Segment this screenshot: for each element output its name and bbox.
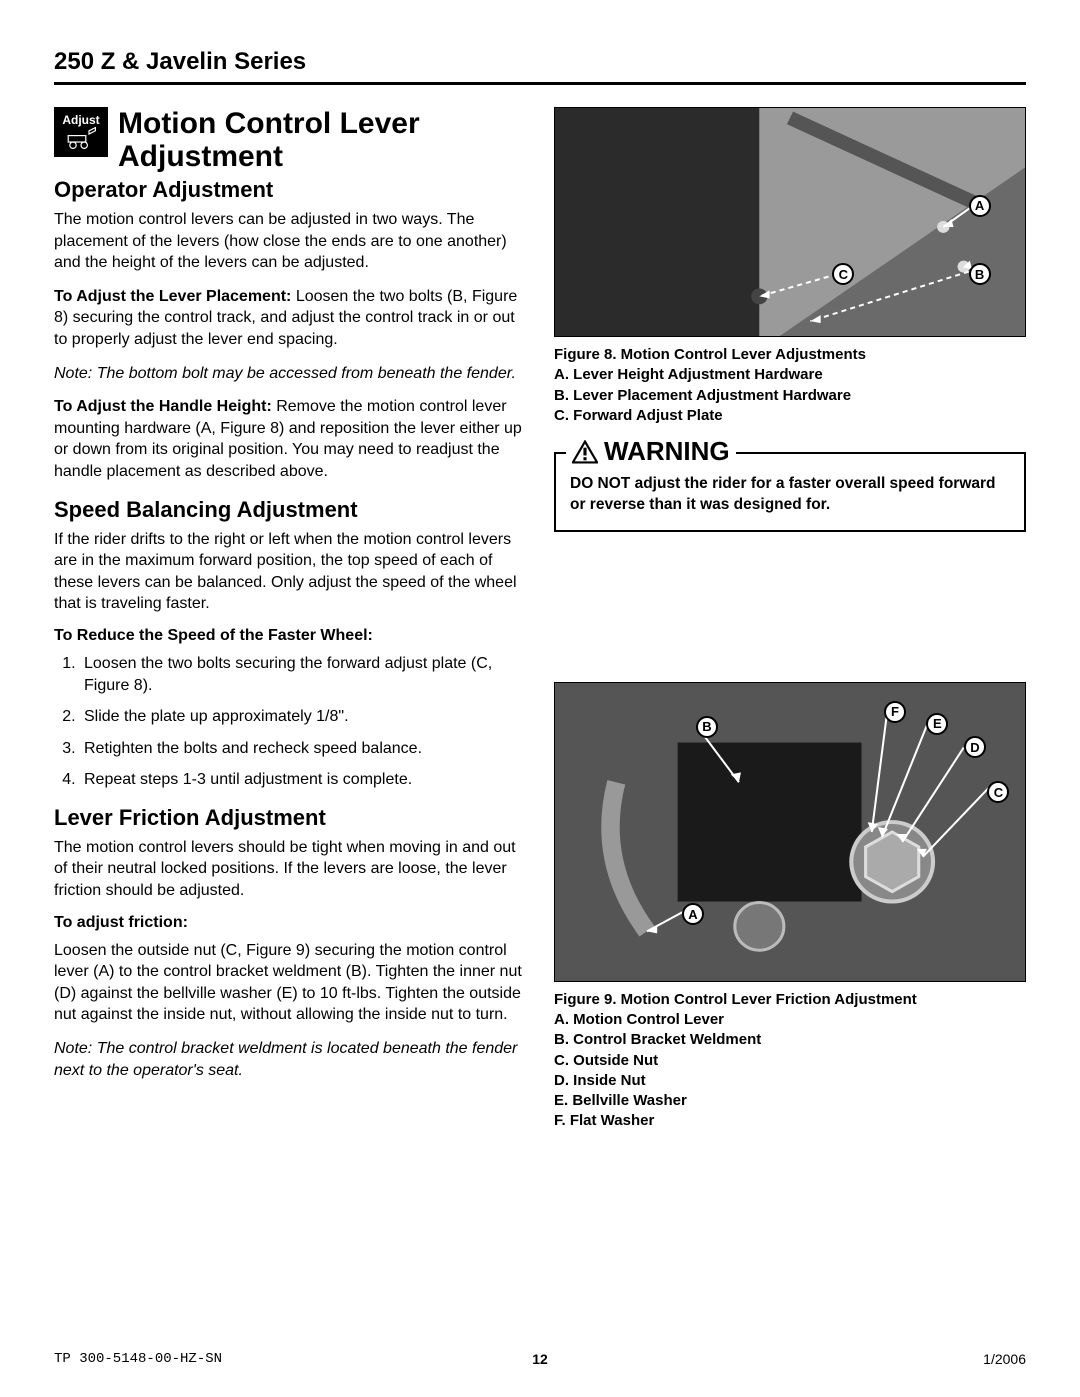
lever-placement-bold: To Adjust the Lever Placement: [54, 288, 291, 305]
figure-9: A B C D E F [554, 682, 1026, 982]
step-3: Retighten the bolts and recheck speed ba… [80, 738, 526, 760]
note-weldment: Note: The control bracket weldment is lo… [54, 1038, 526, 1081]
title-row: Adjust Motion Control Lever Adjustment [54, 107, 526, 173]
left-column: Adjust Motion Control Lever Adjustment O… [54, 107, 526, 1132]
para-friction-intro: The motion control levers should be tigh… [54, 837, 526, 902]
two-column-layout: Adjust Motion Control Lever Adjustment O… [54, 107, 1026, 1132]
figure-8-svg [555, 108, 1025, 336]
adjust-icon-label: Adjust [62, 114, 99, 126]
subheading-operator: Operator Adjustment [54, 177, 526, 203]
fig9-callout-f: F [884, 701, 906, 723]
page-footer: TP 300-5148-00-HZ-SN 12 1/2006 [54, 1351, 1026, 1367]
para-intro: The motion control levers can be adjuste… [54, 209, 526, 274]
fig8-callout-a: A [969, 195, 991, 217]
note-bottom-bolt: Note: The bottom bolt may be accessed fr… [54, 363, 526, 385]
warning-header: WARNING [566, 436, 736, 467]
warning-label: WARNING [604, 436, 730, 467]
step-4: Repeat steps 1-3 until adjustment is com… [80, 769, 526, 791]
fig9-cap-0: Figure 9. Motion Control Lever Friction … [554, 990, 1026, 1010]
fig8-callout-b: B [969, 263, 991, 285]
warning-text: DO NOT adjust the rider for a faster ove… [570, 466, 1010, 516]
footer-doc-id: TP 300-5148-00-HZ-SN [54, 1351, 222, 1367]
figure-9-caption: Figure 9. Motion Control Lever Friction … [554, 990, 1026, 1132]
fig8-cap-1: A. Lever Height Adjustment Hardware [554, 365, 1026, 385]
fig9-cap-4: D. Inside Nut [554, 1071, 1026, 1091]
subheading-speed: Speed Balancing Adjustment [54, 497, 526, 523]
figure-8-caption: Figure 8. Motion Control Lever Adjustmen… [554, 345, 1026, 426]
para-lever-placement: To Adjust the Lever Placement: Loosen th… [54, 286, 526, 351]
fig8-cap-0: Figure 8. Motion Control Lever Adjustmen… [554, 345, 1026, 365]
series-title: 250 Z & Javelin Series [54, 48, 1026, 76]
fig9-cap-5: E. Bellville Washer [554, 1091, 1026, 1111]
para-speed-intro: If the rider drifts to the right or left… [54, 529, 526, 615]
reduce-speed-label: To Reduce the Speed of the Faster Wheel: [54, 627, 526, 645]
para-handle-height: To Adjust the Handle Height: Remove the … [54, 396, 526, 482]
main-title: Motion Control Lever Adjustment [118, 107, 526, 173]
fig9-cap-1: A. Motion Control Lever [554, 1010, 1026, 1030]
fig9-callout-e: E [926, 713, 948, 735]
para-friction-steps: Loosen the outside nut (C, Figure 9) sec… [54, 940, 526, 1026]
right-column: A B C Figure 8. Motion Control Lever Adj… [554, 107, 1026, 1132]
fig9-cap-2: B. Control Bracket Weldment [554, 1030, 1026, 1050]
fig9-cap-3: C. Outside Nut [554, 1051, 1026, 1071]
adjust-icon: Adjust [54, 107, 108, 157]
fig8-cap-3: C. Forward Adjust Plate [554, 406, 1026, 426]
step-2: Slide the plate up approximately 1/8". [80, 706, 526, 728]
adjust-friction-label: To adjust friction: [54, 914, 526, 932]
footer-date: 1/2006 [983, 1351, 1026, 1367]
handle-height-bold: To Adjust the Handle Height: [54, 398, 272, 415]
warning-triangle-icon [572, 440, 598, 464]
fig9-callout-b: B [696, 716, 718, 738]
mower-icon [65, 126, 97, 150]
fig8-cap-2: B. Lever Placement Adjustment Hardware [554, 386, 1026, 406]
step-1: Loosen the two bolts securing the forwar… [80, 653, 526, 696]
steps-list: Loosen the two bolts securing the forwar… [54, 653, 526, 791]
figure-8: A B C [554, 107, 1026, 337]
subheading-friction: Lever Friction Adjustment [54, 805, 526, 831]
fig9-cap-6: F. Flat Washer [554, 1111, 1026, 1131]
footer-page-num: 12 [532, 1351, 548, 1367]
page-header: 250 Z & Javelin Series [54, 48, 1026, 85]
figure-9-svg [555, 683, 1025, 981]
warning-box: WARNING DO NOT adjust the rider for a fa… [554, 452, 1026, 532]
